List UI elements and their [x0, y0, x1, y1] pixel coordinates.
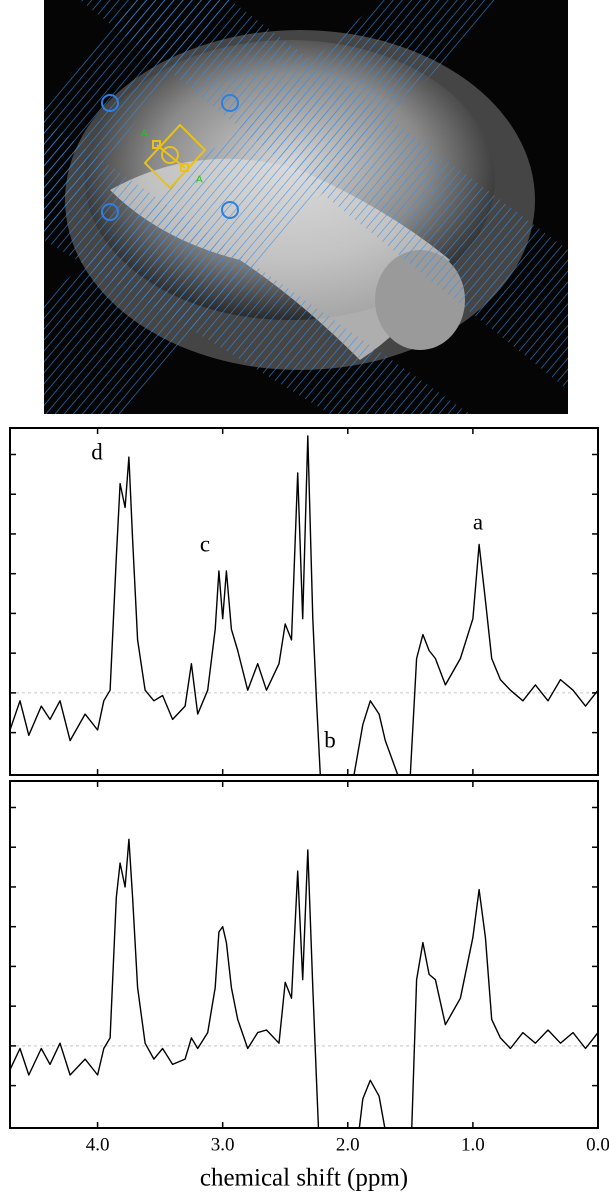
peak-label: c	[200, 531, 210, 556]
plot-area	[10, 838, 598, 1128]
x-tick-label: 4.0	[86, 1134, 110, 1155]
peak-label: b	[324, 727, 336, 752]
x-axis-label: chemical shift (ppm)	[200, 1165, 408, 1192]
panel-frame	[9, 427, 599, 776]
x-tick-label: 3.0	[211, 1134, 235, 1155]
x-tick-label: 0.0	[586, 1134, 609, 1155]
plot-area	[10, 435, 598, 775]
peak-label: d	[91, 439, 103, 464]
peak-label: a	[473, 509, 483, 534]
mri-label: A	[141, 129, 148, 140]
x-tick-label: 1.0	[461, 1134, 485, 1155]
mri-label: A	[196, 175, 203, 186]
mri-image: A A	[44, 0, 568, 414]
x-tick-label: 2.0	[336, 1134, 360, 1155]
spectrum-line	[10, 838, 598, 1128]
panel-frame	[9, 780, 599, 1129]
spectrum-line	[10, 435, 598, 775]
